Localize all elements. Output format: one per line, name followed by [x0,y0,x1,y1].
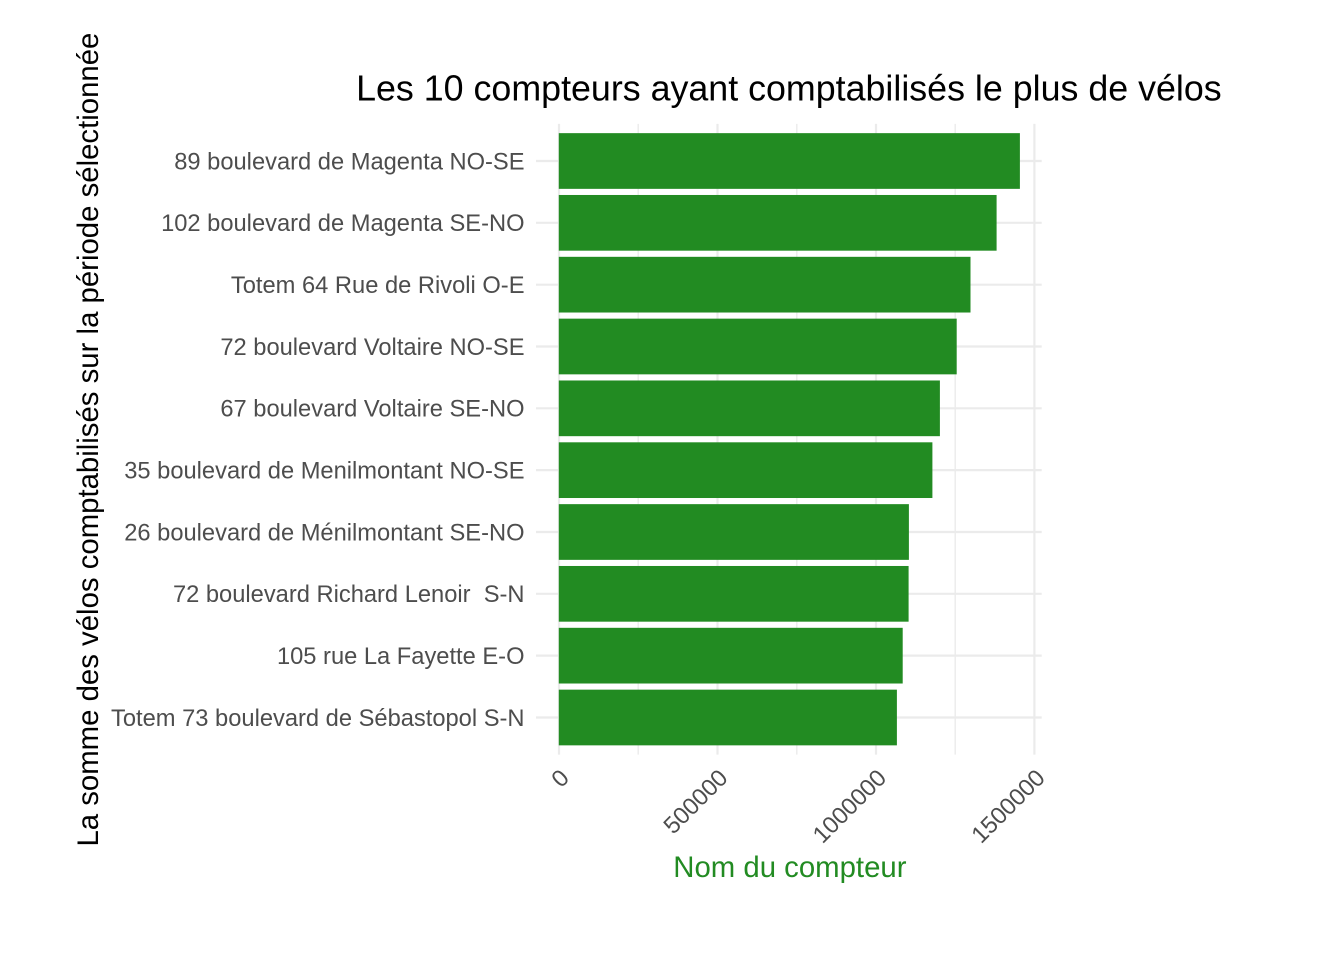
svg-text:89 boulevard de Magenta NO-SE: 89 boulevard de Magenta NO-SE [174,149,524,175]
svg-text:67 boulevard Voltaire SE-NO: 67 boulevard Voltaire SE-NO [220,397,524,423]
svg-text:Totem 73 boulevard de Sébastop: Totem 73 boulevard de Sébastopol S-N [111,706,524,732]
svg-text:Les 10 compteurs ayant comptab: Les 10 compteurs ayant comptabilisés le … [356,69,1222,109]
svg-text:Totem 64 Rue de Rivoli O-E: Totem 64 Rue de Rivoli O-E [231,273,525,299]
svg-text:72 boulevard Voltaire NO-SE: 72 boulevard Voltaire NO-SE [220,335,524,361]
svg-text:La somme des vélos comptabilis: La somme des vélos comptabilisés sur la … [72,33,105,847]
svg-text:Nom du compteur: Nom du compteur [673,851,906,884]
svg-text:102 boulevard de Magenta SE-NO: 102 boulevard de Magenta SE-NO [161,211,524,237]
svg-text:26 boulevard de Ménilmontant S: 26 boulevard de Ménilmontant SE-NO [124,520,524,546]
svg-text:35 boulevard de Menilmontant N: 35 boulevard de Menilmontant NO-SE [124,459,524,485]
svg-text:72 boulevard Richard Lenoir S: 72 boulevard Richard Lenoir S-N [173,582,525,608]
svg-text:105 rue La Fayette E-O: 105 rue La Fayette E-O [277,644,525,670]
